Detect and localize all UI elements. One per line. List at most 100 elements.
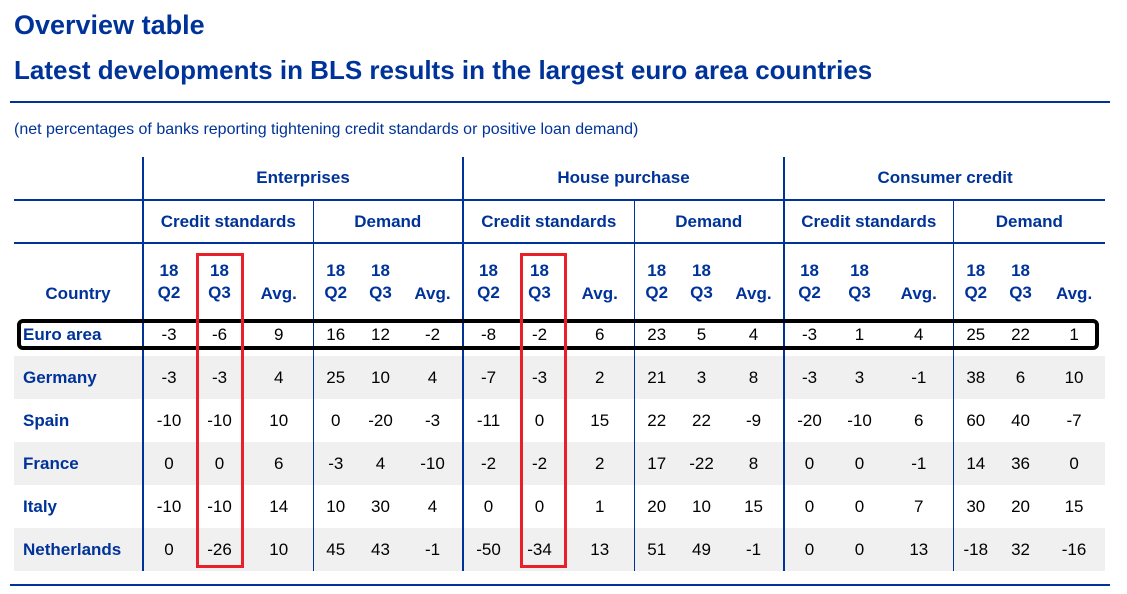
table-row: Italy -10 -10 14 10 30 4 0 0 1 20 10 15 0 0 7 30 20 15 [14, 485, 1106, 528]
quarter-label: Q2 [477, 282, 500, 302]
value-cell: 10 [679, 485, 725, 528]
value-cell: -10 [834, 399, 886, 442]
value-cell: -10 [194, 399, 245, 442]
avg-header: Avg. [1055, 284, 1093, 303]
subgroup-demand: Demand [952, 200, 1106, 244]
value-cell: -7 [462, 356, 514, 399]
page-subtitle: Latest developments in BLS results in th… [14, 55, 873, 85]
value-cell: 7 [885, 485, 954, 528]
value-cell: 0 [834, 485, 886, 528]
value-cell: 60 [952, 399, 999, 442]
value-cell: -26 [194, 528, 245, 571]
quarter-header: 18 Q2 [633, 243, 680, 313]
quarter-year: 18 [159, 260, 179, 280]
value-cell: 25 [312, 356, 358, 399]
value-cell: 10 [358, 356, 403, 399]
value-cell: -1 [403, 528, 464, 571]
value-cell: 36 [998, 442, 1044, 485]
avg-header: Avg. [414, 284, 451, 303]
value-cell: -1 [885, 442, 954, 485]
quarter-label: Q2 [157, 282, 181, 302]
quarter-label: Q3 [208, 282, 231, 302]
quarter-header: 18 Q3 [998, 243, 1043, 313]
quarter-header: 18 Q3 [679, 243, 724, 313]
value-cell: 2 [566, 442, 635, 485]
value-cell: 20 [998, 485, 1044, 528]
value-cell: 38 [952, 356, 999, 399]
value-cell: 45 [312, 528, 358, 571]
quarter-year: 18 [530, 260, 549, 280]
value-cell: 3 [679, 356, 725, 399]
value-cell: 0 [783, 485, 835, 528]
value-cell: -3 [783, 356, 835, 399]
value-cell: -1 [724, 528, 785, 571]
country-header: Country [45, 284, 111, 303]
quarter-label: Q2 [324, 282, 348, 302]
value-cell: -9 [724, 399, 785, 442]
value-cell: 10 [312, 485, 358, 528]
quarter-header: 18 Q2 [142, 243, 194, 313]
value-cell: 0 [462, 485, 514, 528]
quarter-year: 18 [966, 260, 986, 280]
quarter-year: 18 [692, 260, 711, 280]
value-cell: 0 [834, 442, 886, 485]
subgroup-credit-standards: Credit standards [783, 200, 954, 244]
value-cell: 8 [724, 442, 785, 485]
quarter-label: Q3 [1009, 282, 1032, 302]
value-cell: 8 [724, 356, 785, 399]
quarter-year: 18 [371, 260, 390, 280]
value-cell: 2 [566, 356, 635, 399]
value-cell: 6 [885, 399, 954, 442]
group-house-purchase: House purchase [462, 157, 785, 201]
value-cell: 10 [245, 399, 313, 442]
value-cell: -10 [194, 485, 245, 528]
value-cell: -3 [403, 399, 464, 442]
value-cell: -1 [885, 356, 954, 399]
table-note: (net percentages of banks reporting tigh… [14, 121, 639, 138]
value-cell: 0 [142, 442, 194, 485]
enterprises-q3-highlight [196, 253, 244, 568]
value-cell: 4 [403, 356, 464, 399]
value-cell: 4 [245, 356, 313, 399]
country-cell: Netherlands [14, 528, 143, 571]
value-cell: 22 [633, 399, 680, 442]
quarter-year: 18 [850, 260, 869, 280]
value-cell: 32 [998, 528, 1044, 571]
quarter-header: 18 Q2 [462, 243, 514, 313]
value-cell: -10 [142, 399, 194, 442]
value-cell: 17 [633, 442, 680, 485]
quarter-label: Q3 [690, 282, 713, 302]
subgroup-credit-standards: Credit standards [142, 200, 313, 244]
avg-header: Avg. [260, 284, 297, 303]
subgroup-credit-standards: Credit standards [462, 200, 635, 244]
country-cell: Spain [14, 399, 143, 442]
value-cell: 43 [358, 528, 403, 571]
quarter-label: Q2 [645, 282, 669, 302]
value-cell: -10 [403, 442, 464, 485]
value-cell: 15 [1043, 485, 1106, 528]
value-cell: 0 [194, 442, 245, 485]
quarter-header: 18 Q3 [358, 243, 403, 313]
country-cell: France [14, 442, 143, 485]
table-row: Germany -3 -3 4 25 10 4 -7 -3 2 21 3 8 -3 3 -1 38 6 10 [14, 356, 1106, 399]
value-cell: -2 [462, 442, 514, 485]
value-cell: 20 [633, 485, 680, 528]
value-cell: -7 [1043, 399, 1106, 442]
table-row: Spain -10 -10 10 0 -20 -3 -11 0 15 22 22 -9 -20 -10 6 60… [14, 399, 1106, 442]
value-cell: 6 [998, 356, 1044, 399]
quarter-header: 18 Q3 [834, 243, 885, 313]
value-cell: 6 [245, 442, 313, 485]
quarter-year: 18 [326, 260, 346, 280]
page-title: Overview table [14, 10, 205, 40]
avg-header: Avg. [581, 284, 618, 303]
avg-header: Avg. [900, 284, 937, 303]
quarter-label: Q3 [848, 282, 871, 302]
value-cell: 0 [834, 528, 886, 571]
value-cell: 14 [245, 485, 313, 528]
value-cell: 51 [633, 528, 680, 571]
value-cell: -3 [142, 356, 194, 399]
value-cell: -20 [783, 399, 835, 442]
table-row: Netherlands 0 -26 10 45 43 -1 -50 -34 13 51 49 -1 0 0 1… [14, 528, 1106, 571]
value-cell: 0 [783, 528, 835, 571]
country-cell: Italy [14, 485, 143, 528]
